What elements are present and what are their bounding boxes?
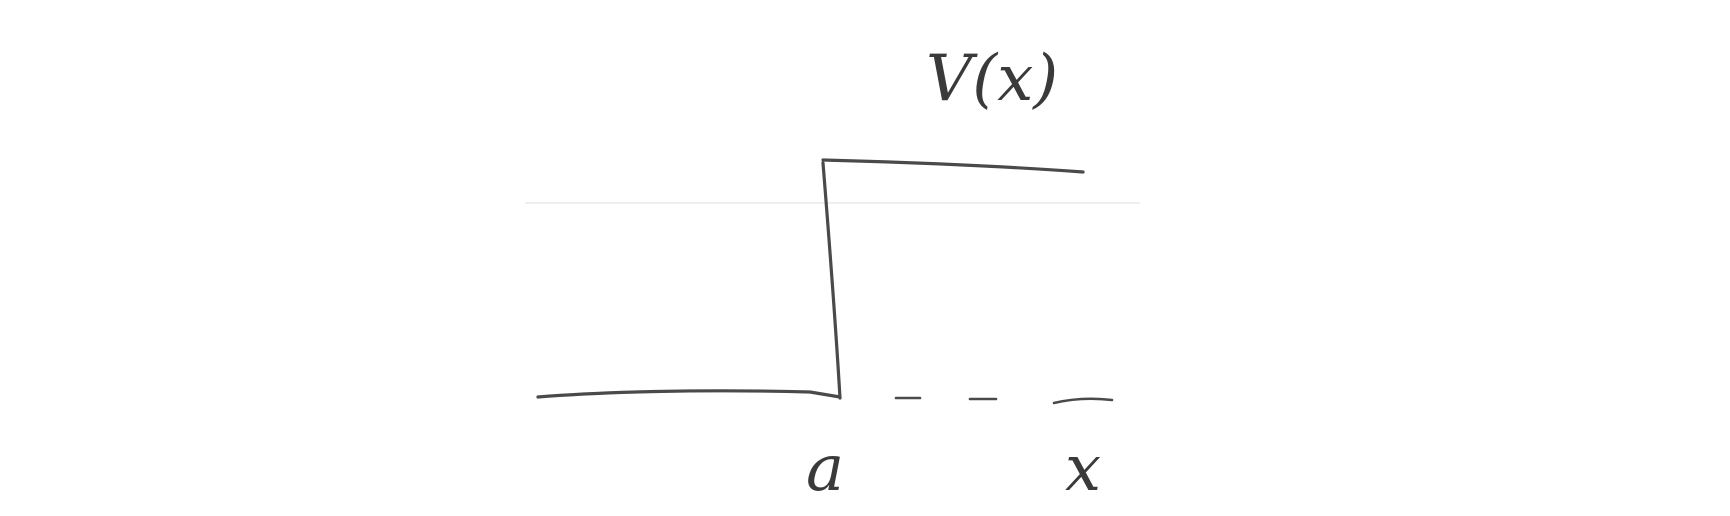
potential-step-edge <box>821 161 842 400</box>
x-axis-label: x <box>1065 432 1101 506</box>
potential-low-segment <box>536 389 842 399</box>
step-position-label: a <box>806 432 844 506</box>
potential-high-segment <box>821 158 1085 174</box>
dashed-axis-continuation <box>894 396 1114 405</box>
axis-dash-3 <box>1052 397 1114 405</box>
function-label: V(x) <box>926 42 1058 116</box>
